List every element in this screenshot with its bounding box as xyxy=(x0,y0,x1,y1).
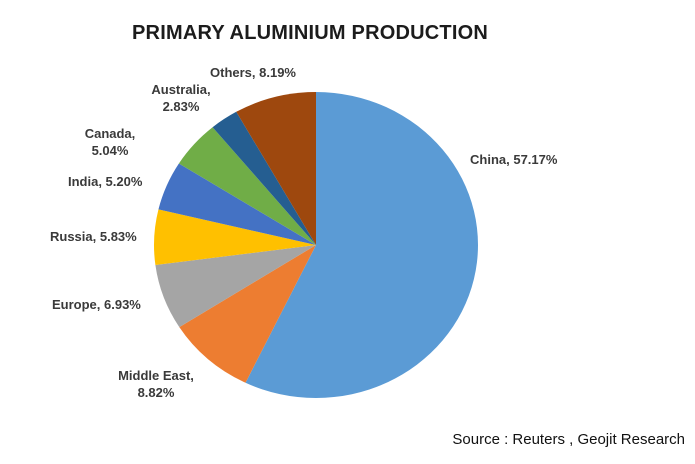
slice-label-russia: Russia, 5.83% xyxy=(50,229,137,244)
pie-slice-middle-east xyxy=(179,245,316,383)
slice-label-china: China, 57.17% xyxy=(470,152,558,167)
pie-slice-india xyxy=(158,163,316,245)
chart-title: PRIMARY ALUMINIUM PRODUCTION xyxy=(132,22,488,44)
slice-label-canada: Canada, 5.04% xyxy=(84,126,136,158)
pie-slice-russia xyxy=(154,209,316,266)
pie-slice-canada xyxy=(178,127,316,245)
pie-slice-australia xyxy=(212,111,316,245)
slice-label-others: Others, 8.19% xyxy=(210,65,296,80)
pie-slice-others xyxy=(236,92,316,245)
slice-label-middle-east: Middle East, 8.82% xyxy=(118,368,194,400)
pie-slice-europe xyxy=(155,245,316,328)
source-caption: Source : Reuters , Geojit Research xyxy=(452,431,685,448)
slice-label-europe: Europe, 6.93% xyxy=(52,297,141,312)
slice-label-india: India, 5.20% xyxy=(68,174,143,189)
pie-slice-china xyxy=(245,92,478,398)
slice-label-australia: Australia, 2.83% xyxy=(151,82,211,114)
